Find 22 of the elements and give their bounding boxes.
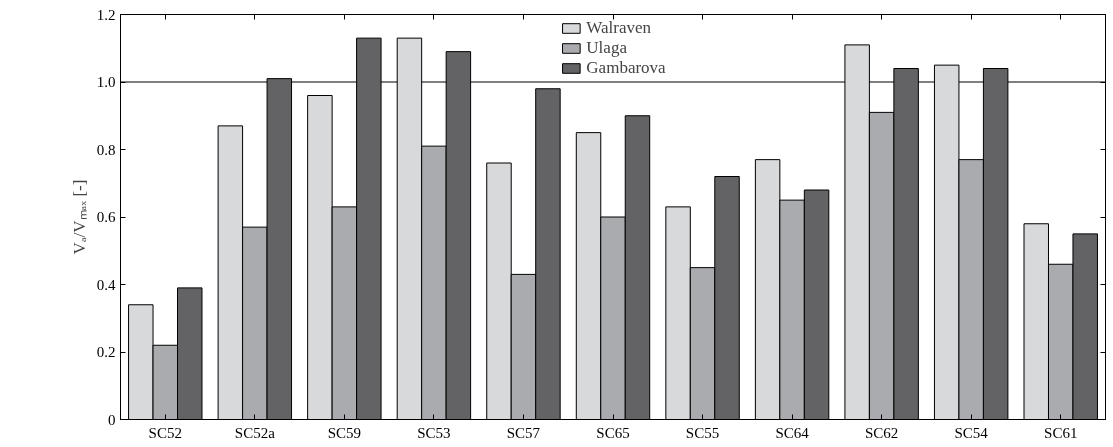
y-tick-label: 0.8 bbox=[96, 141, 116, 158]
x-tick-label: SC64 bbox=[775, 424, 810, 441]
legend-label: Gambarova bbox=[586, 58, 666, 78]
x-tick-label: SC55 bbox=[685, 424, 720, 441]
y-tick-label: 0.2 bbox=[96, 344, 116, 360]
x-tick-label: SC53 bbox=[417, 424, 451, 441]
legend-label: Ulaga bbox=[586, 38, 627, 58]
x-tick-label: SC65 bbox=[596, 424, 630, 441]
x-tick-label: SC52 bbox=[148, 424, 182, 441]
y-tick-label: 0.6 bbox=[96, 209, 116, 225]
x-tick-label: SC62 bbox=[864, 424, 899, 441]
y-tick-label: 1.0 bbox=[96, 74, 116, 90]
legend-label: Walraven bbox=[586, 18, 652, 38]
y-tick-label: 1.2 bbox=[96, 6, 116, 23]
y-axis-title: Vₐ/Vₘₐₓ [-] bbox=[69, 179, 89, 255]
x-tick-label: SC54 bbox=[954, 424, 989, 441]
x-tick-label: SC59 bbox=[327, 424, 362, 441]
x-tick-label: SC61 bbox=[1044, 424, 1078, 441]
y-tick-label: 0.4 bbox=[96, 276, 116, 293]
y-tick-label: 0 bbox=[108, 411, 116, 428]
x-tick-label: SC52a bbox=[234, 424, 276, 441]
x-tick-label: SC57 bbox=[506, 424, 541, 441]
